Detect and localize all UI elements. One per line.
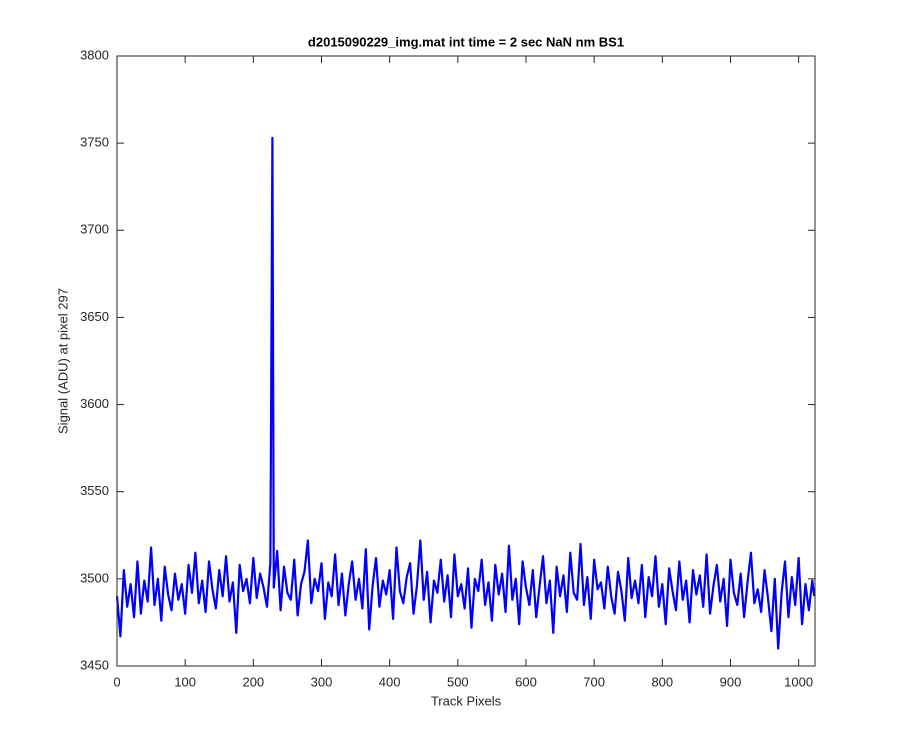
x-tick-label: 400 — [379, 674, 401, 689]
x-tick-label: 0 — [113, 674, 120, 689]
x-tick-label: 100 — [174, 674, 196, 689]
y-tick-label: 3800 — [80, 47, 109, 62]
y-tick-label: 3600 — [80, 396, 109, 411]
x-tick-label: 700 — [583, 674, 605, 689]
y-tick-label: 3750 — [80, 135, 109, 150]
x-tick-label: 600 — [515, 674, 537, 689]
y-tick-label: 3550 — [80, 483, 109, 498]
x-tick-label: 900 — [720, 674, 742, 689]
chart-title: d2015090229_img.mat int time = 2 sec NaN… — [308, 34, 624, 49]
x-tick-label: 500 — [447, 674, 469, 689]
y-axis-label: Signal (ADU) at pixel 297 — [55, 288, 70, 434]
y-tick-label: 3450 — [80, 657, 109, 672]
y-tick-label: 3500 — [80, 570, 109, 585]
x-tick-label: 200 — [242, 674, 264, 689]
x-tick-label: 800 — [651, 674, 673, 689]
x-axis-label: Track Pixels — [431, 693, 502, 708]
x-tick-label: 300 — [311, 674, 333, 689]
data-line — [115, 136, 816, 650]
y-tick-label: 3700 — [80, 222, 109, 237]
x-tick-label: 1000 — [784, 674, 813, 689]
plot-frame — [116, 55, 816, 667]
y-tick-label: 3650 — [80, 309, 109, 324]
